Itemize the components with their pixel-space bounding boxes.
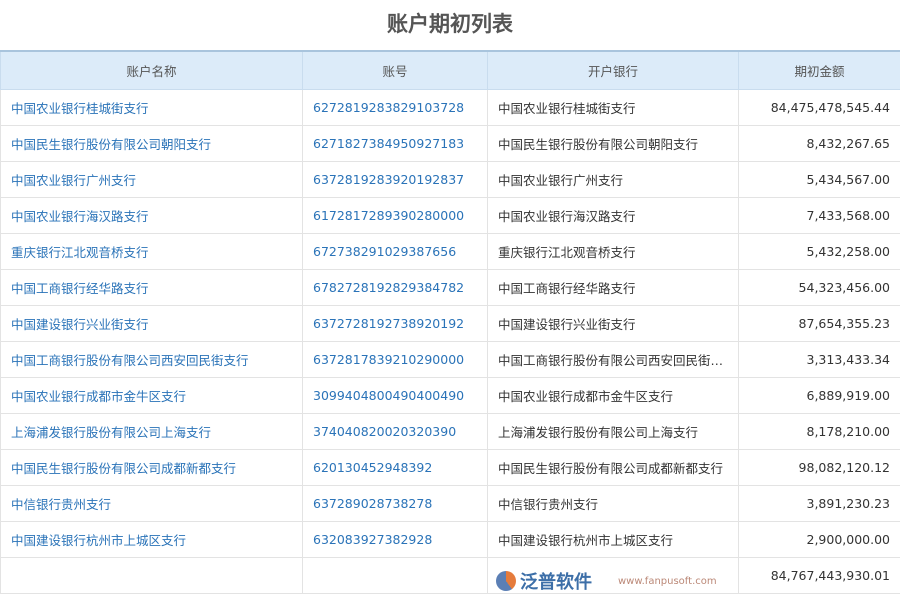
table-row[interactable]: 中国农业银行广州支行 6372819283920192837 中国农业银行广州支行 5… [0, 161, 900, 198]
empty-cell [302, 557, 488, 594]
balance-cell: 3,891,230.23 [738, 485, 900, 522]
account-number-link[interactable]: 6272819283829103728 [302, 89, 488, 126]
table-row[interactable]: 中国农业银行桂城街支行 6272819283829103728 中国农业银行桂城街支… [0, 89, 900, 126]
balance-cell: 87,654,355.23 [738, 305, 900, 342]
table-row[interactable]: 中国民生银行股份有限公司朝阳支行 6271827384950927183 中国民生银… [0, 125, 900, 162]
col-account-name[interactable]: 账户名称 [0, 50, 303, 90]
account-name-link[interactable]: 中国民生银行股份有限公司朝阳支行 [0, 125, 303, 162]
account-table: 账户名称 账号 开户银行 期初金额 中国农业银行桂城街支行 62728192838… [0, 50, 900, 594]
balance-cell: 84,475,478,545.44 [738, 89, 900, 126]
account-number-link[interactable]: 672738291029387656 [302, 233, 488, 270]
empty-cell [0, 557, 303, 594]
account-name-link[interactable]: 中信银行贵州支行 [0, 485, 303, 522]
table-row[interactable]: 上海浦发银行股份有限公司上海支行 374040820020320390 上海浦发银行… [0, 413, 900, 450]
account-name-link[interactable]: 中国建设银行兴业街支行 [0, 305, 303, 342]
account-name-link[interactable]: 中国农业银行海汉路支行 [0, 197, 303, 234]
total-row: 84,767,443,930.01 [0, 557, 900, 594]
account-name-link[interactable]: 中国农业银行成都市金牛区支行 [0, 377, 303, 414]
account-name-link[interactable]: 中国工商银行股份有限公司西安回民街支行 [0, 341, 303, 378]
watermark: 泛普软件 [496, 568, 592, 594]
account-name-link[interactable]: 中国建设银行杭州市上城区支行 [0, 521, 303, 558]
balance-cell: 5,432,258.00 [738, 233, 900, 270]
table-row[interactable]: 中国工商银行股份有限公司西安回民街支行 6372817839210290000 中国… [0, 341, 900, 378]
bank-cell: 中国农业银行海汉路支行 [487, 197, 739, 234]
balance-cell: 8,432,267.65 [738, 125, 900, 162]
account-name-link[interactable]: 重庆银行江北观音桥支行 [0, 233, 303, 270]
account-number-link[interactable]: 6271827384950927183 [302, 125, 488, 162]
logo-icon [496, 571, 516, 591]
balance-cell: 7,433,568.00 [738, 197, 900, 234]
account-number-link[interactable]: 6372819283920192837 [302, 161, 488, 198]
account-number-link[interactable]: 6782728192829384782 [302, 269, 488, 306]
balance-cell: 98,082,120.12 [738, 449, 900, 486]
bank-cell: 上海浦发银行股份有限公司上海支行 [487, 413, 739, 450]
balance-cell: 3,313,433.34 [738, 341, 900, 378]
col-account-number[interactable]: 账号 [302, 50, 488, 90]
account-name-link[interactable]: 中国农业银行广州支行 [0, 161, 303, 198]
table-row[interactable]: 中国工商银行经华路支行 6782728192829384782 中国工商银行经华路支… [0, 269, 900, 306]
account-name-link[interactable]: 上海浦发银行股份有限公司上海支行 [0, 413, 303, 450]
bank-cell: 中国民生银行股份有限公司朝阳支行 [487, 125, 739, 162]
bank-cell: 重庆银行江北观音桥支行 [487, 233, 739, 270]
table-row[interactable]: 中国农业银行成都市金牛区支行 3099404800490400490 中国农业银行成… [0, 377, 900, 414]
balance-cell: 6,889,919.00 [738, 377, 900, 414]
col-opening-balance[interactable]: 期初金额 [738, 50, 900, 90]
bank-cell: 中信银行贵州支行 [487, 485, 739, 522]
bank-cell: 中国农业银行成都市金牛区支行 [487, 377, 739, 414]
bank-cell: 中国工商银行经华路支行 [487, 269, 739, 306]
bank-cell: 中国农业银行桂城街支行 [487, 89, 739, 126]
table-header: 账户名称 账号 开户银行 期初金额 [0, 50, 900, 90]
bank-cell: 中国工商银行股份有限公司西安回民街支行 [487, 341, 739, 378]
bank-cell: 中国农业银行广州支行 [487, 161, 739, 198]
watermark-url: www.fanpusoft.com [618, 576, 717, 587]
bank-cell: 中国民生银行股份有限公司成都新都支行 [487, 449, 739, 486]
account-number-link[interactable]: 6372728192738920192 [302, 305, 488, 342]
table-row[interactable]: 重庆银行江北观音桥支行 672738291029387656 重庆银行江北观音桥支行… [0, 233, 900, 270]
account-name-link[interactable]: 中国民生银行股份有限公司成都新都支行 [0, 449, 303, 486]
page-title: 账户期初列表 [387, 12, 513, 36]
bank-cell: 中国建设银行杭州市上城区支行 [487, 521, 739, 558]
account-name-link[interactable]: 中国农业银行桂城街支行 [0, 89, 303, 126]
table-row[interactable]: 中国建设银行兴业街支行 6372728192738920192 中国建设银行兴业街支… [0, 305, 900, 342]
account-number-link[interactable]: 620130452948392 [302, 449, 488, 486]
table-row[interactable]: 中国民生银行股份有限公司成都新都支行 620130452948392 中国民生银行股… [0, 449, 900, 486]
bank-cell: 中国建设银行兴业街支行 [487, 305, 739, 342]
account-number-link[interactable]: 632083927382928 [302, 521, 488, 558]
account-number-link[interactable]: 3099404800490400490 [302, 377, 488, 414]
table-row[interactable]: 中国建设银行杭州市上城区支行 632083927382928 中国建设银行杭州市上城… [0, 521, 900, 558]
account-number-link[interactable]: 637289028738278 [302, 485, 488, 522]
account-number-link[interactable]: 6172817289390280000 [302, 197, 488, 234]
empty-cell [487, 557, 739, 594]
balance-cell: 5,434,567.00 [738, 161, 900, 198]
balance-cell: 2,900,000.00 [738, 521, 900, 558]
balance-cell: 8,178,210.00 [738, 413, 900, 450]
table-row[interactable]: 中国农业银行海汉路支行 6172817289390280000 中国农业银行海汉路支… [0, 197, 900, 234]
table-row[interactable]: 中信银行贵州支行 637289028738278 中信银行贵州支行 3,891,230… [0, 485, 900, 522]
total-balance: 84,767,443,930.01 [738, 557, 900, 594]
col-bank[interactable]: 开户银行 [487, 50, 739, 90]
account-number-link[interactable]: 6372817839210290000 [302, 341, 488, 378]
account-number-link[interactable]: 374040820020320390 [302, 413, 488, 450]
account-name-link[interactable]: 中国工商银行经华路支行 [0, 269, 303, 306]
balance-cell: 54,323,456.00 [738, 269, 900, 306]
